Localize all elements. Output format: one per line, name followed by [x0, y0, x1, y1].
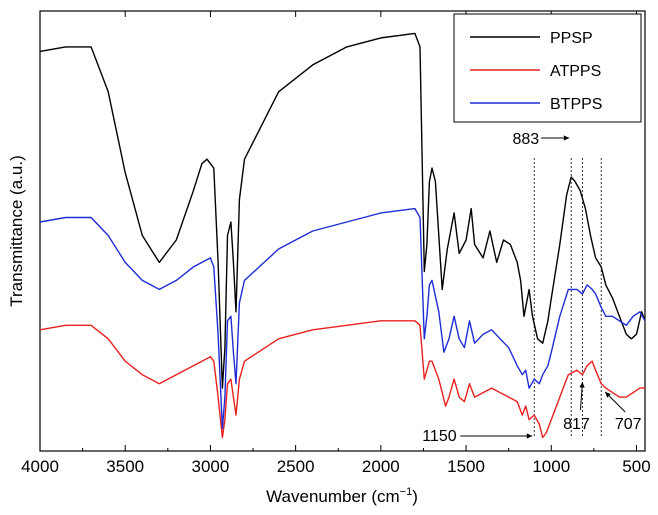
x-axis-title-superscript: −1 [400, 486, 413, 498]
annotation-label-1150: 1150 [422, 428, 457, 445]
x-tick-label: 500 [622, 457, 650, 476]
annotation-arrow-head [605, 392, 611, 398]
series-line-btpps [39, 207, 646, 430]
annotation-label-817: 817 [563, 416, 590, 433]
x-tick-label: 4000 [21, 457, 59, 476]
x-tick-label: 1000 [532, 457, 570, 476]
series-line-atpps [39, 320, 645, 439]
x-tick-label: 3500 [106, 457, 144, 476]
y-axis-title: Transmittance (a.u.) [7, 155, 26, 306]
legend-label-ppsp: PPSP [550, 30, 593, 47]
series-line-ppsp [39, 32, 646, 389]
legend-box [453, 13, 642, 123]
annotation-arrow-head [563, 135, 570, 141]
reference-lines [533, 158, 602, 436]
series-layer [39, 32, 646, 439]
annotation-arrow-head [579, 382, 585, 388]
x-tick-label: 3000 [192, 457, 230, 476]
plot-frame [39, 10, 646, 452]
x-axis-title: Wavenumber (cm−1) [266, 486, 418, 506]
x-tick-label: 2500 [277, 457, 315, 476]
annotation-arrow-head [526, 433, 533, 439]
x-axis-title-main: Wavenumber (cm [266, 487, 400, 506]
x-axis-title-tail: ) [412, 487, 418, 506]
legend-label-atpps: ATPPS [550, 63, 601, 80]
annotations: 883 817 707 1150 [422, 131, 641, 445]
x-tick-label: 1500 [447, 457, 485, 476]
x-tick-label: 2000 [362, 457, 400, 476]
x-axis-ticks: 4000 3500 3000 2500 2000 1500 1000 500 [21, 11, 651, 476]
annotation-label-883: 883 [513, 131, 540, 148]
annotation-label-707: 707 [615, 416, 642, 433]
legend-label-btpps: BTPPS [550, 96, 602, 113]
legend: PPSP ATPPS BTPPS [453, 13, 642, 123]
